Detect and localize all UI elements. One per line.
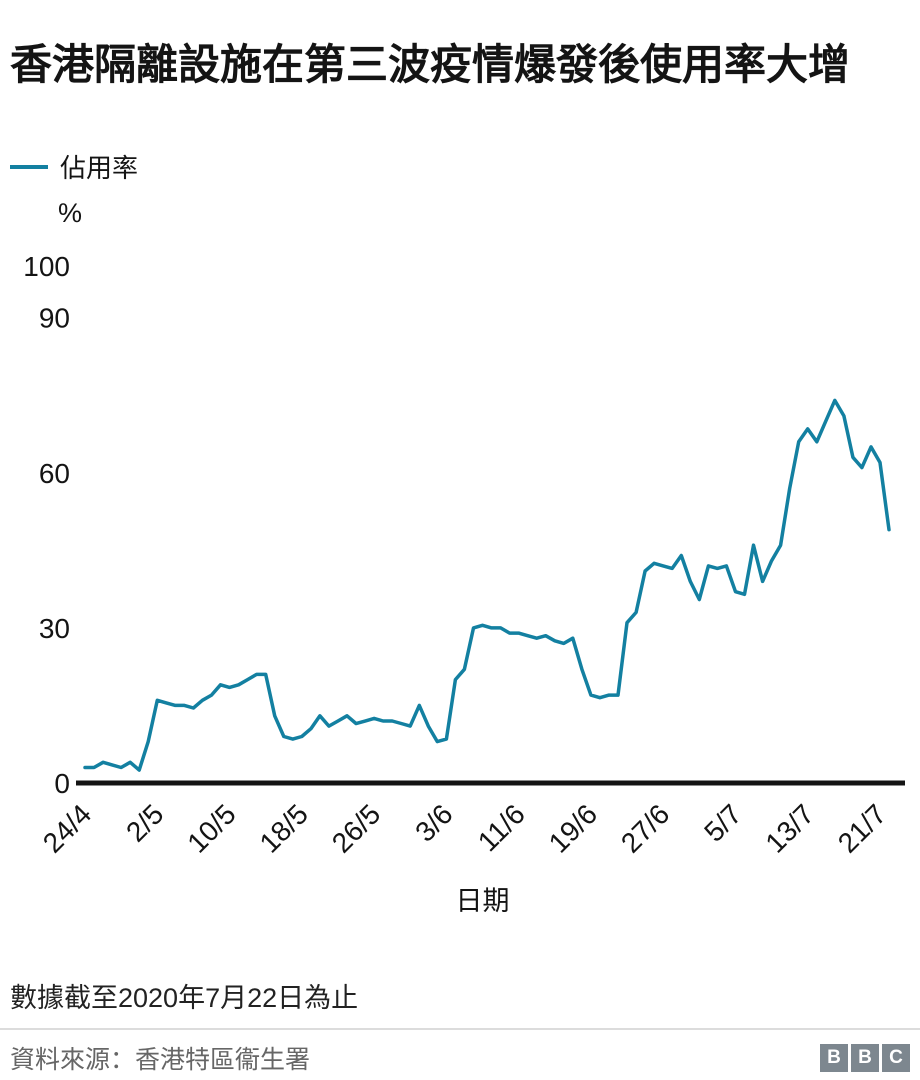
bbc-logo-block: C bbox=[882, 1044, 910, 1072]
footer-divider bbox=[0, 1028, 920, 1030]
x-tick-label: 5/7 bbox=[698, 798, 747, 847]
x-tick-label: 2/5 bbox=[120, 798, 169, 847]
page-title: 香港隔離設施在第三波疫情爆發後使用率大增 bbox=[10, 41, 851, 89]
x-tick-label: 21/7 bbox=[832, 798, 892, 858]
chart-legend: 佔用率 bbox=[10, 148, 138, 185]
source-credit: 資料來源：香港特區衞生署 bbox=[10, 1046, 311, 1074]
x-tick-label: 3/6 bbox=[409, 798, 458, 847]
data-cutoff-note: 數據截至2020年7月22日為止 bbox=[10, 983, 359, 1013]
y-tick-label: 60 bbox=[39, 458, 70, 489]
x-tick-label: 18/5 bbox=[254, 798, 314, 858]
bbc-logo-block: B bbox=[820, 1044, 848, 1072]
x-tick-label: 19/6 bbox=[543, 798, 603, 858]
x-tick-label: 13/7 bbox=[760, 798, 820, 858]
footer-source-row: 資料來源：香港特區衞生署 B B C bbox=[10, 1040, 910, 1076]
series-line bbox=[83, 398, 891, 772]
x-tick-label: 11/6 bbox=[472, 798, 531, 857]
y-tick-label: 90 bbox=[39, 303, 70, 334]
bbc-logo-block: B bbox=[851, 1044, 879, 1072]
legend-line-swatch bbox=[10, 164, 48, 169]
x-tick-label: 27/6 bbox=[615, 798, 675, 858]
y-tick-label: 100 bbox=[23, 251, 70, 282]
x-tick-label: 24/4 bbox=[37, 798, 97, 858]
x-tick-label: 26/5 bbox=[326, 798, 386, 858]
y-tick-label: 30 bbox=[39, 613, 70, 644]
y-tick-label: 0 bbox=[54, 768, 70, 799]
legend-label: 佔用率 bbox=[60, 153, 139, 183]
line-chart: % 0 30 60 90 100 24/4 2/5 10/5 18/5 26/5 3/6 11/6 19/… bbox=[23, 198, 905, 916]
bbc-logo: B B C bbox=[820, 1044, 910, 1072]
x-tick-label: 10/5 bbox=[181, 798, 241, 858]
y-axis-unit-label: % bbox=[58, 198, 82, 228]
x-axis-title: 日期 bbox=[456, 886, 510, 916]
